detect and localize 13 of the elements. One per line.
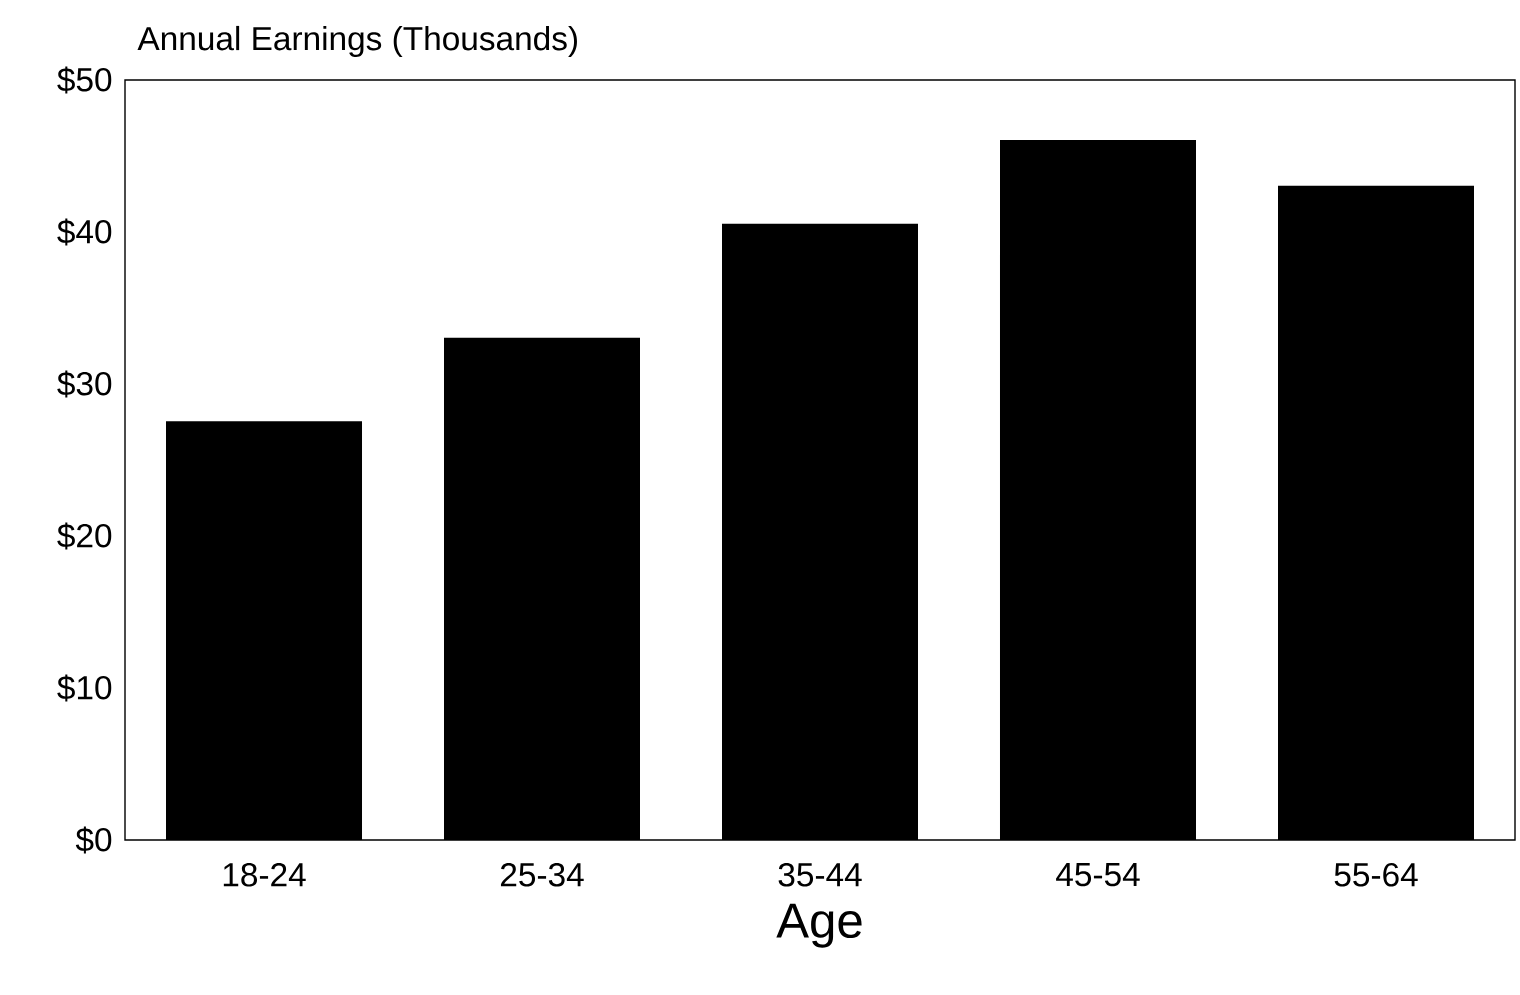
x-tick-label: 18-24 (223, 862, 306, 887)
y-tick-label: $40 (57, 218, 112, 246)
y-tick-label: $50 (57, 66, 112, 94)
y-tick-label: $10 (57, 674, 112, 702)
x-tick-label: 35-44 (778, 862, 862, 887)
x-tick-label: 55-64 (1334, 862, 1418, 887)
x-tick-label: 25-34 (500, 862, 584, 887)
y-tick-label: $30 (57, 370, 112, 398)
chart-title: Annual Earnings (Thousands) (137, 25, 577, 58)
y-tick-label: $0 (75, 826, 112, 854)
y-tick-label: $20 (57, 522, 112, 550)
x-tick-label: 45-54 (1056, 862, 1140, 887)
x-axis-title: Age (776, 903, 862, 948)
